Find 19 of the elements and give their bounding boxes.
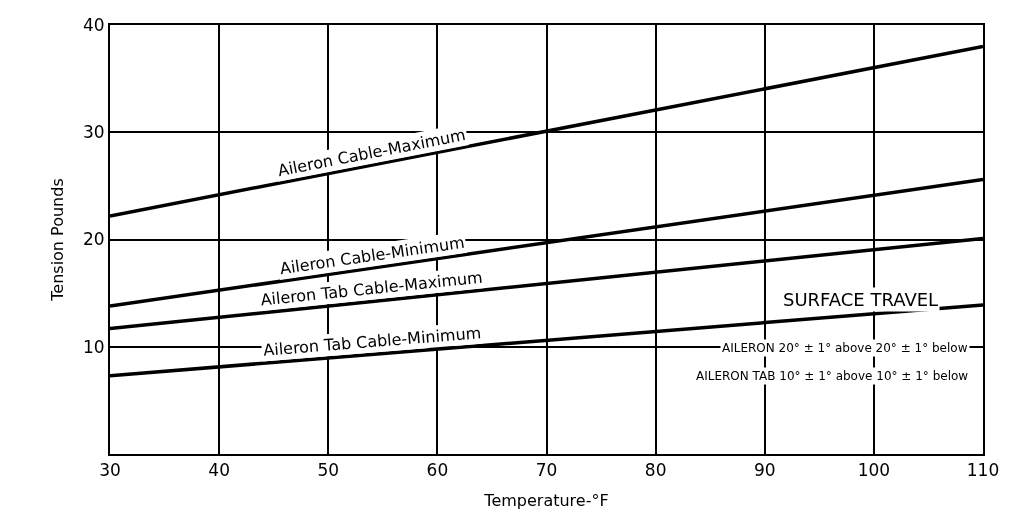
- y-tick-label: 30: [82, 122, 105, 143]
- x-tick-label: 80: [644, 460, 667, 481]
- y-tick-label: 40: [82, 14, 105, 35]
- y-tick-label: 20: [82, 229, 105, 250]
- x-tick-label: 30: [99, 460, 121, 481]
- series-label: Aileron Tab Cable-Minimum: [262, 323, 482, 360]
- x-tick-label: 110: [966, 460, 1000, 481]
- x-tick-label: 90: [753, 460, 776, 481]
- annotation: AILERON TAB 10° ± 1° above 10° ± 1° below: [696, 369, 969, 383]
- annotation: SURFACE TRAVEL: [783, 289, 939, 310]
- x-tick-label: 50: [317, 460, 340, 481]
- x-tick-label: 60: [426, 460, 449, 481]
- x-axis-title: Temperature-°F: [483, 490, 609, 510]
- x-tick-label: 70: [535, 460, 558, 481]
- annotation: AILERON 20° ± 1° above 20° ± 1° below: [722, 341, 968, 355]
- x-tick-label: 40: [208, 460, 230, 481]
- y-axis-title: Tension Pounds: [48, 178, 68, 302]
- x-tick-label: 100: [857, 460, 891, 481]
- y-tick-label: 10: [82, 336, 105, 357]
